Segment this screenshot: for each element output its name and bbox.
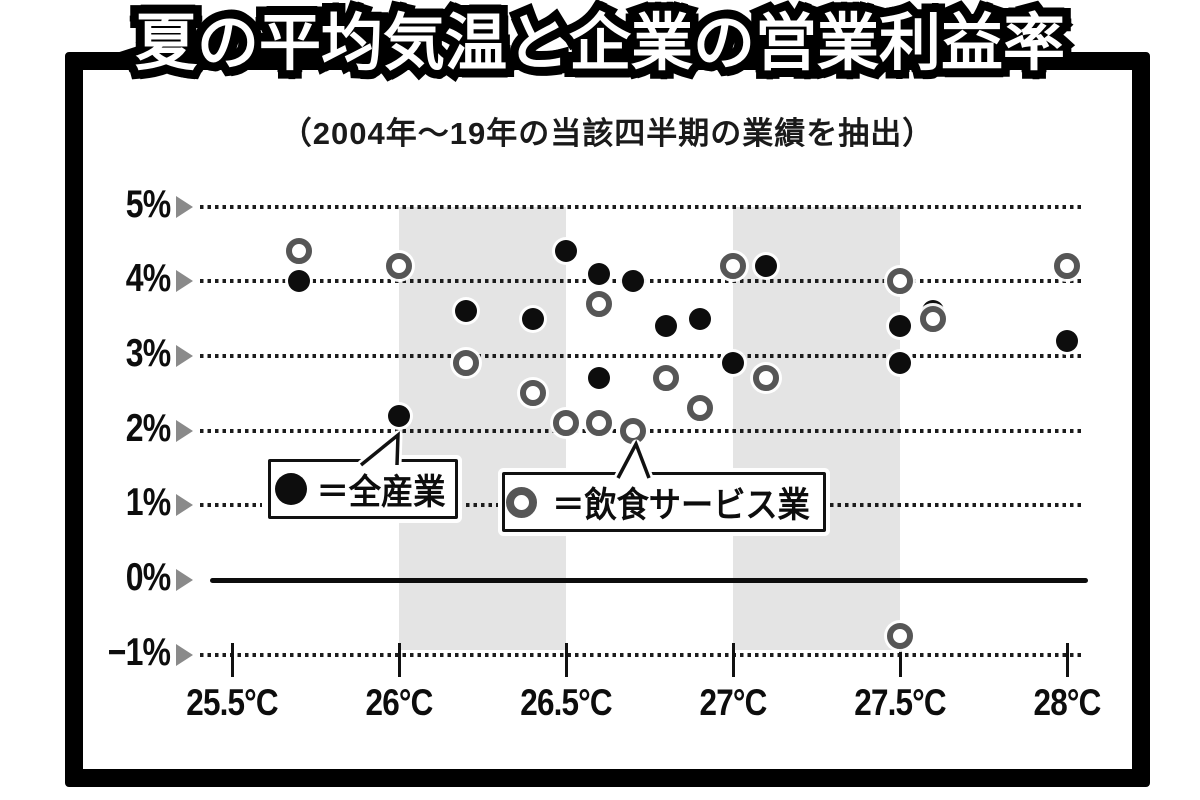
- gridline-−1%: [200, 652, 1082, 657]
- point-food-service: [653, 365, 680, 392]
- point-all-industries: [388, 404, 410, 427]
- y-axis-arrow-icon: [176, 195, 193, 218]
- point-all-industries: [655, 315, 678, 338]
- point-all-industries: [889, 352, 911, 375]
- y-axis-label: 2%: [125, 406, 170, 450]
- point-food-service: [619, 417, 646, 444]
- y-axis-arrow-icon: [176, 569, 193, 591]
- chart-frame: [65, 52, 1150, 787]
- point-all-industries: [755, 255, 778, 278]
- legend-food-service: ＝飲食サービス業: [502, 472, 826, 532]
- y-axis-arrow-icon: [176, 643, 193, 666]
- x-tick-25.5°C: [230, 643, 234, 677]
- point-food-service: [720, 253, 746, 280]
- chart-subtitle: （2004年～19年の当該四半期の業績を抽出）: [280, 116, 935, 151]
- x-axis-label: 28°C: [1033, 682, 1102, 723]
- y-axis-arrow-icon: [176, 270, 193, 293]
- point-all-industries: [588, 367, 611, 390]
- point-all-industries: [454, 300, 477, 323]
- open-circle-legend-icon: [506, 486, 538, 518]
- x-tick-27°C: [731, 643, 735, 677]
- legend-food-service-label: ＝飲食サービス業: [552, 485, 811, 525]
- point-all-industries: [287, 270, 310, 293]
- legend-all-industries: ＝全産業: [268, 459, 458, 519]
- point-all-industries: [555, 240, 577, 263]
- y-axis-label: 1%: [125, 481, 170, 525]
- zero-gridline: [210, 577, 1088, 583]
- point-all-industries: [722, 352, 744, 375]
- point-all-industries: [1056, 329, 1078, 352]
- y-axis-arrow-icon: [176, 494, 193, 517]
- x-tick-28°C: [1065, 643, 1069, 677]
- y-axis-label: 4%: [125, 257, 170, 301]
- point-food-service: [753, 365, 780, 392]
- gridline-1%-seg3: [830, 503, 1082, 508]
- point-all-industries: [688, 307, 711, 330]
- point-food-service: [887, 623, 913, 650]
- point-all-industries: [588, 262, 611, 285]
- x-axis-label: 26.5°C: [520, 682, 612, 723]
- gridline-3%: [200, 353, 1082, 358]
- gridline-1%-seg2: [466, 503, 498, 508]
- point-food-service: [519, 380, 546, 407]
- legend-all-industries-label: ＝全産業: [316, 472, 446, 512]
- point-food-service: [586, 410, 613, 437]
- point-food-service: [586, 290, 613, 317]
- x-tick-26°C: [397, 643, 401, 677]
- y-axis-label: 3%: [125, 331, 170, 375]
- point-all-industries: [621, 270, 644, 293]
- point-food-service: [452, 350, 479, 377]
- point-food-service: [553, 410, 579, 437]
- point-food-service: [285, 238, 312, 265]
- x-tick-26.5°C: [564, 643, 568, 677]
- page-title-text: 夏の平均気温と企業の営業利益率: [134, 9, 1065, 78]
- point-food-service: [1054, 253, 1080, 280]
- point-food-service: [386, 253, 412, 280]
- y-axis-arrow-icon: [176, 344, 193, 367]
- x-axis-label: 26°C: [365, 682, 434, 723]
- page-title-outline: 夏の平均気温と企業の営業利益率: [126, 0, 1073, 86]
- y-axis-label: −1%: [107, 630, 171, 674]
- y-axis-arrow-icon: [176, 419, 193, 442]
- point-food-service: [920, 305, 947, 332]
- point-all-industries: [521, 307, 544, 330]
- gridline-5%: [200, 204, 1082, 209]
- point-food-service: [887, 268, 913, 295]
- filled-dot-legend-icon: [274, 473, 307, 505]
- x-axis-label: 27.5°C: [854, 682, 946, 723]
- y-axis-label: 5%: [125, 182, 170, 226]
- gridline-1%-seg1: [200, 503, 262, 508]
- x-axis-label: 27°C: [699, 682, 768, 723]
- point-all-industries: [889, 315, 911, 338]
- x-tick-27.5°C: [898, 643, 902, 677]
- y-axis-label: 0%: [125, 556, 170, 599]
- point-food-service: [686, 395, 713, 422]
- x-axis-label: 25.5°C: [186, 682, 278, 723]
